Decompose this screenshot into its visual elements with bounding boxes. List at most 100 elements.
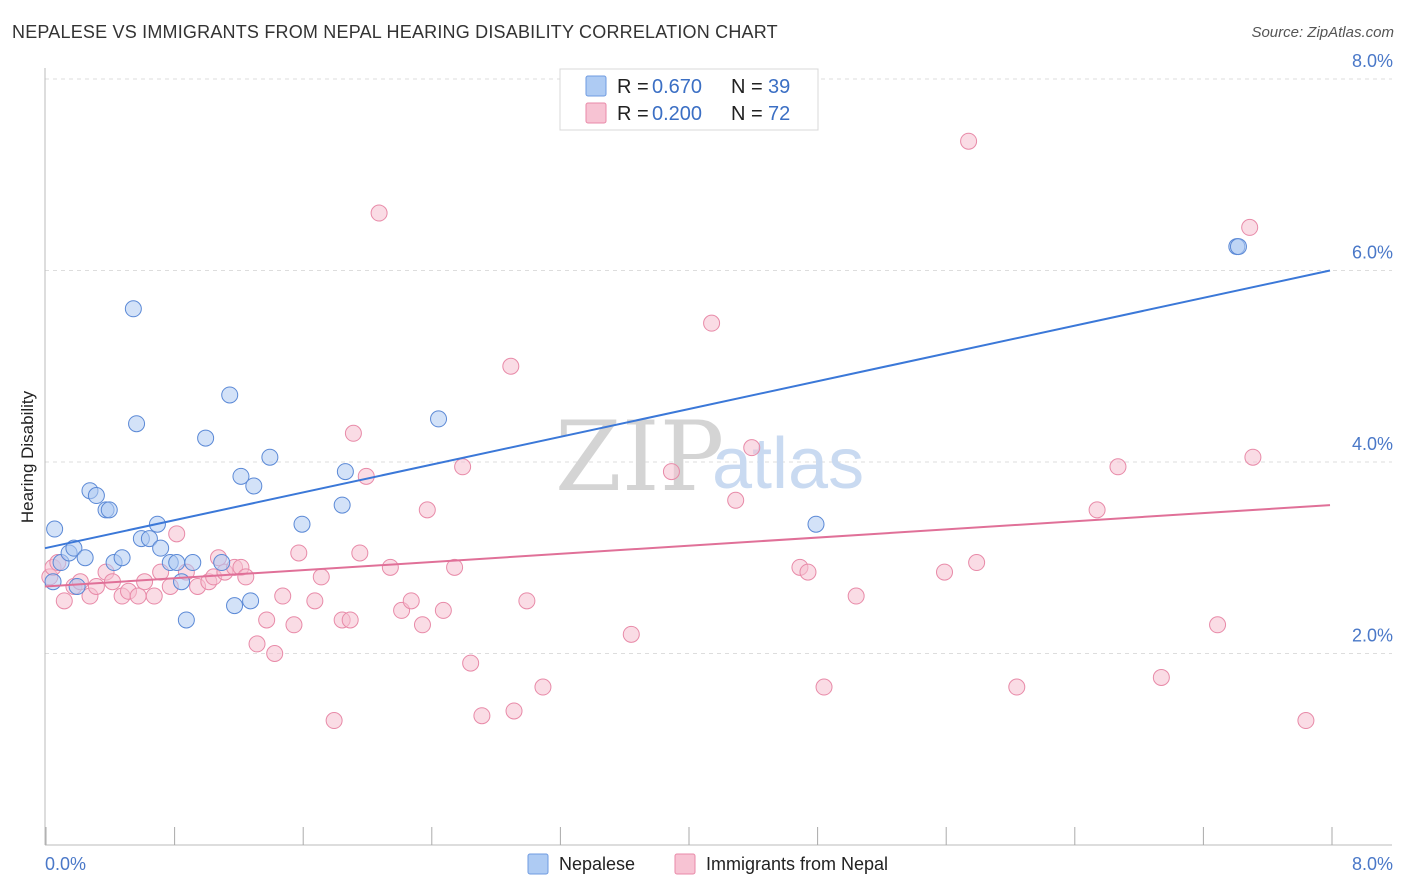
nepalese-point bbox=[293, 515, 311, 533]
immigrants-point bbox=[325, 712, 343, 730]
immigrants-point bbox=[662, 463, 680, 481]
immigrants-point bbox=[306, 592, 324, 610]
immigrants-point bbox=[815, 678, 833, 696]
source-label: Source: ZipAtlas.com bbox=[1251, 24, 1394, 41]
immigrants-point bbox=[312, 568, 330, 586]
immigrants-point bbox=[258, 611, 276, 629]
immigrants-point bbox=[1008, 678, 1026, 696]
immigrants-point bbox=[703, 314, 721, 332]
immigrants-point bbox=[727, 491, 745, 509]
x-tick-label: 8.0% bbox=[1352, 854, 1393, 874]
legend-r-value: 0.670 bbox=[652, 76, 702, 98]
legend-r-value: 0.200 bbox=[652, 103, 702, 125]
nepalese-point bbox=[46, 520, 64, 538]
nepalese-trend-line bbox=[44, 269, 1331, 550]
x-tick-labels: 0.0% 8.0% bbox=[45, 854, 1393, 874]
nepalese-point bbox=[1229, 238, 1247, 256]
immigrants-point bbox=[418, 501, 436, 519]
nepalese-point bbox=[140, 530, 158, 548]
series-nepalese-points bbox=[44, 238, 1247, 629]
immigrants-point bbox=[960, 132, 978, 150]
immigrants-point bbox=[1241, 218, 1259, 236]
immigrants-point bbox=[473, 707, 491, 725]
immigrants-point bbox=[237, 568, 255, 586]
immigrants-point bbox=[847, 587, 865, 605]
immigrants-point bbox=[1109, 458, 1127, 476]
y-tick-label: 4.0% bbox=[1352, 434, 1393, 454]
immigrants-point bbox=[454, 458, 472, 476]
nepalese-point bbox=[333, 496, 351, 514]
nepalese-point bbox=[87, 487, 105, 505]
x-tick-label: 0.0% bbox=[45, 854, 86, 874]
bottom-legend-label-nepalese: Nepalese bbox=[559, 854, 635, 874]
immigrants-point bbox=[518, 592, 536, 610]
nepalese-point bbox=[197, 429, 215, 447]
immigrants-point bbox=[502, 357, 520, 375]
nepalese-point bbox=[807, 515, 825, 533]
immigrants-point bbox=[1297, 712, 1315, 730]
immigrants-point bbox=[936, 563, 953, 581]
immigrants-point bbox=[622, 625, 640, 643]
nepalese-point bbox=[68, 577, 86, 595]
immigrants-point bbox=[402, 592, 420, 610]
immigrants-point bbox=[743, 439, 761, 457]
nepalese-point bbox=[221, 386, 239, 404]
legend-n-value: 72 bbox=[768, 103, 790, 125]
legend-box: R = 0.670 N = 39 R = 0.200 N = 72 bbox=[559, 68, 819, 131]
watermark-zip: ZIP bbox=[555, 401, 724, 513]
immigrants-point bbox=[344, 424, 362, 442]
axes bbox=[44, 68, 1392, 846]
immigrants-point bbox=[413, 616, 431, 634]
legend-swatch-nepalese bbox=[585, 75, 607, 97]
nepalese-point bbox=[152, 539, 170, 557]
immigrants-point bbox=[1209, 616, 1227, 634]
immigrants-point bbox=[168, 525, 186, 543]
immigrants-point bbox=[446, 558, 464, 576]
immigrants-point bbox=[266, 645, 284, 662]
immigrants-point bbox=[1244, 448, 1262, 466]
y-tick-label: 6.0% bbox=[1352, 243, 1393, 263]
immigrants-point bbox=[968, 554, 986, 572]
immigrants-point bbox=[145, 587, 163, 605]
bottom-legend-swatch-immigrants bbox=[674, 853, 696, 875]
nepalese-point bbox=[232, 467, 250, 485]
nepalese-point bbox=[261, 448, 279, 466]
nepalese-point bbox=[226, 597, 244, 615]
immigrants-trend-line bbox=[44, 504, 1331, 588]
nepalese-point bbox=[242, 592, 260, 610]
nepalese-point bbox=[113, 549, 131, 567]
nepalese-point bbox=[173, 573, 191, 591]
legend-n-value: 39 bbox=[768, 76, 790, 98]
nepalese-point bbox=[124, 300, 142, 318]
legend-r-label: R = bbox=[617, 76, 649, 98]
y-tick-label: 8.0% bbox=[1352, 51, 1393, 71]
immigrants-point bbox=[357, 467, 375, 485]
nepalese-point bbox=[128, 415, 146, 433]
nepalese-point bbox=[76, 549, 94, 567]
nepalese-point bbox=[177, 611, 195, 629]
watermark-atlas: atlas bbox=[712, 424, 864, 504]
immigrants-point bbox=[1152, 668, 1170, 686]
chart-title: NEPALESE VS IMMIGRANTS FROM NEPAL HEARIN… bbox=[12, 22, 778, 42]
bottom-legend: Nepalese Immigrants from Nepal bbox=[527, 853, 888, 875]
nepalese-point bbox=[184, 554, 202, 572]
immigrants-point bbox=[434, 601, 452, 619]
trend-lines bbox=[44, 269, 1331, 588]
immigrants-point bbox=[290, 544, 308, 562]
nepalese-point bbox=[430, 410, 448, 428]
immigrants-point bbox=[274, 587, 292, 605]
immigrants-point bbox=[370, 204, 388, 222]
nepalese-point bbox=[213, 554, 231, 572]
y-tick-label: 2.0% bbox=[1352, 626, 1393, 646]
immigrants-point bbox=[341, 611, 359, 629]
immigrants-point bbox=[462, 654, 480, 672]
immigrants-point bbox=[248, 635, 266, 653]
immigrants-point bbox=[55, 592, 73, 610]
immigrants-point bbox=[129, 587, 147, 605]
immigrants-point bbox=[351, 544, 369, 562]
legend-r-label: R = bbox=[617, 103, 649, 125]
y-axis-title: Hearing Disability bbox=[18, 390, 37, 523]
y-tick-labels: 2.0% 4.0% 6.0% 8.0% bbox=[1352, 51, 1393, 646]
bottom-legend-swatch-nepalese bbox=[527, 853, 549, 875]
